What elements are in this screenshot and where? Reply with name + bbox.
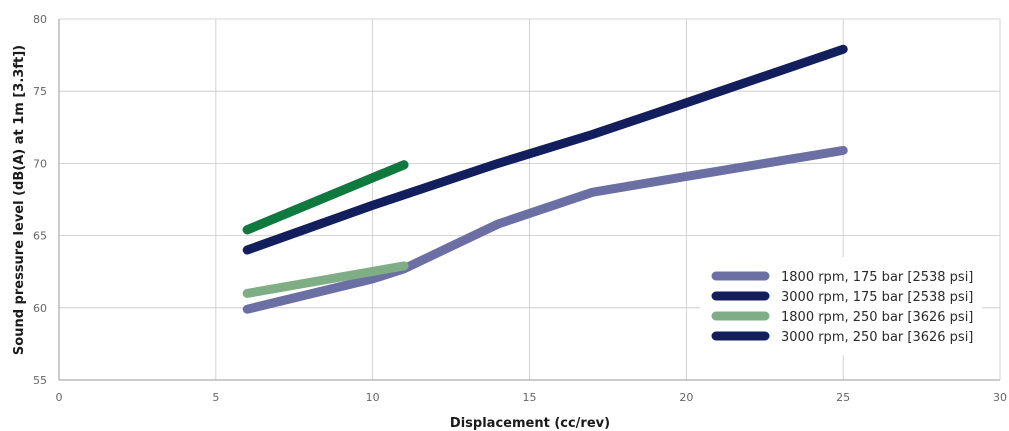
- series-line-3: [242, 261, 409, 298]
- legend-label: 3000 rpm, 175 bar [2538 psi]: [781, 290, 973, 305]
- x-tick-label: 30: [993, 391, 1007, 404]
- x-tick-label: 25: [836, 391, 850, 404]
- y-tick-label: 75: [33, 85, 47, 98]
- series-line-2: [242, 44, 848, 255]
- series-line-1: [242, 145, 848, 314]
- y-tick-labels: 55 60 65 70 75 80: [33, 13, 47, 387]
- x-tick-labels: 0 5 10 15 20 25 30: [56, 391, 1008, 404]
- x-tick-label: 20: [679, 391, 693, 404]
- y-axis-title: Sound pressure level (dB(A) at 1m [3.3ft…: [12, 45, 27, 355]
- legend-label: 3000 rpm, 250 bar [3626 psi]: [781, 330, 973, 345]
- x-tick-label: 5: [212, 391, 219, 404]
- y-tick-label: 80: [33, 13, 47, 26]
- y-tick-label: 70: [33, 157, 47, 170]
- y-tick-label: 60: [33, 302, 47, 315]
- x-tick-label: 0: [56, 391, 63, 404]
- legend: 1800 rpm, 175 bar [2538 psi] 3000 rpm, 17…: [700, 257, 982, 355]
- legend-label: 1800 rpm, 250 bar [3626 psi]: [781, 310, 973, 325]
- axes: [58, 19, 1000, 381]
- y-tick-label: 65: [33, 230, 47, 243]
- x-tick-label: 15: [523, 391, 537, 404]
- y-tick-label: 55: [33, 374, 47, 387]
- highlight-line-1: [242, 160, 409, 235]
- series-lines: [242, 44, 848, 314]
- legend-label: 1800 rpm, 175 bar [2538 psi]: [781, 270, 973, 285]
- x-axis-title: Displacement (cc/rev): [450, 416, 610, 431]
- x-tick-label: 10: [366, 391, 380, 404]
- grid: [59, 18, 1001, 380]
